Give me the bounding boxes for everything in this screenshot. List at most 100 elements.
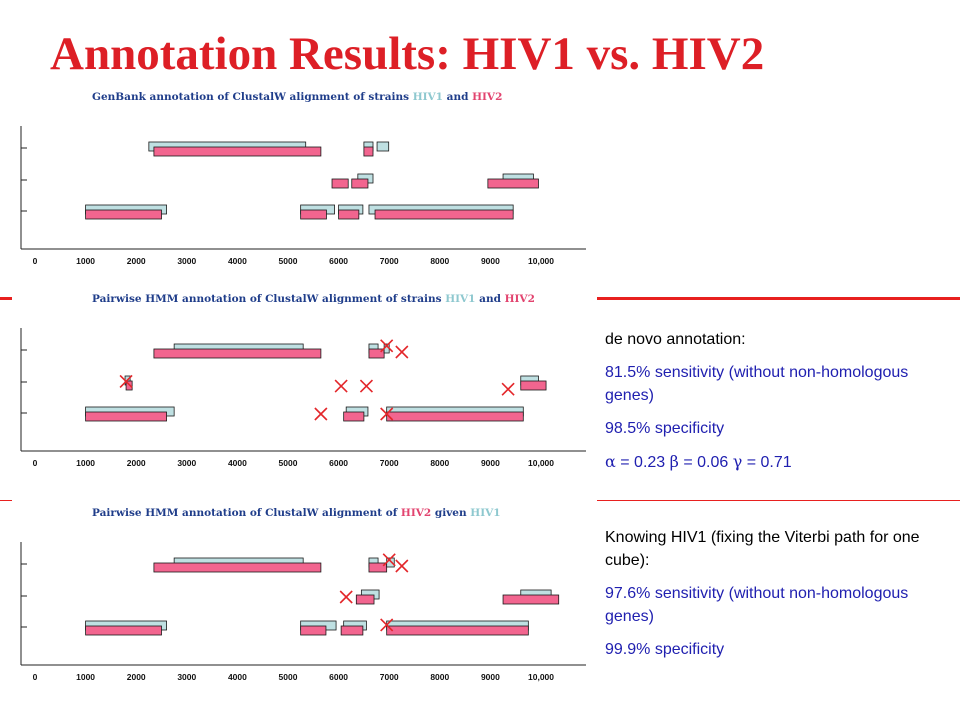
chart-title-part: and <box>476 293 505 305</box>
hiv2-gene-bar <box>351 178 369 189</box>
cross-stroke <box>501 382 515 396</box>
chart-panel-genbank: GenBank annotation of ClustalW alignment… <box>0 86 590 270</box>
beta-value: = 0.06 <box>678 454 733 471</box>
chart-title: GenBank annotation of ClustalW alignment… <box>92 91 502 103</box>
x-tick-label: 1000 <box>76 458 95 468</box>
x-tick-label: 6000 <box>329 256 348 266</box>
x-tick-label: 3000 <box>177 458 196 468</box>
x-tick-label: 4000 <box>228 672 247 682</box>
slide-title: Annotation Results: HIV1 vs. HIV2 <box>50 28 765 80</box>
error-cross-icon <box>380 339 394 353</box>
cross-stroke <box>359 379 373 393</box>
fixed-viterbi-specificity: 99.9% specificity <box>605 641 725 658</box>
x-tick-label: 8000 <box>430 672 449 682</box>
chart-title: Pairwise HMM annotation of ClustalW alig… <box>92 293 535 305</box>
gamma-value: = 0.71 <box>742 454 792 471</box>
hiv2-gene-bar <box>340 625 364 636</box>
error-cross-icon <box>334 379 348 393</box>
x-tick-label: 2000 <box>127 256 146 266</box>
chart-title-part: HIV2 <box>505 293 535 305</box>
cross-stroke <box>380 407 394 421</box>
x-tick-label: 5000 <box>279 458 298 468</box>
x-tick-label: 2000 <box>127 458 146 468</box>
cross-stroke <box>334 379 348 393</box>
chart-title-part: HIV2 <box>472 91 502 103</box>
hiv2-gene-bar <box>153 562 322 573</box>
x-tick-label: 10,000 <box>528 458 554 468</box>
x-tick-label: 3000 <box>177 672 196 682</box>
gamma-symbol: γ <box>732 452 743 471</box>
x-tick-label: 5000 <box>279 672 298 682</box>
chart-title-part: Pairwise HMM annotation of ClustalW alig… <box>92 507 401 519</box>
separator-middle-right <box>597 500 960 501</box>
cross-stroke <box>314 407 328 421</box>
error-cross-icon <box>339 590 353 604</box>
error-cross-icon <box>395 345 409 359</box>
x-tick-label: 6000 <box>329 672 348 682</box>
x-tick-label: 9000 <box>481 458 500 468</box>
hiv2-gene-bar <box>502 594 560 605</box>
chart-panel-hiv2-given-hiv1: Pairwise HMM annotation of ClustalW alig… <box>0 502 590 686</box>
hiv2-gene-bar <box>386 411 524 422</box>
x-tick-label: 4000 <box>228 458 247 468</box>
x-tick-label: 1000 <box>76 672 95 682</box>
fixed-viterbi-notes: Knowing HIV1 (fixing the Viterbi path fo… <box>605 526 950 671</box>
x-tick-label: 0 <box>33 458 38 468</box>
hiv2-gene-bar <box>368 562 388 573</box>
x-tick-label: 0 <box>33 256 38 266</box>
cross-stroke <box>382 553 396 567</box>
x-tick-label: 4000 <box>228 256 247 266</box>
error-cross-icon <box>395 559 409 573</box>
error-cross-icon <box>380 618 394 632</box>
hiv2-gene-bar <box>153 348 322 359</box>
hiv2-gene-bar <box>85 209 162 220</box>
x-tick-label: 10,000 <box>528 672 554 682</box>
cross-stroke <box>339 590 353 604</box>
x-tick-label: 2000 <box>127 672 146 682</box>
hiv2-gene-bar <box>343 411 365 422</box>
alpha-symbol: α <box>605 452 616 471</box>
separator-middle-left <box>0 500 12 501</box>
de-novo-sensitivity: 81.5% sensitivity (without non-homologou… <box>605 364 909 404</box>
separator-top-left <box>0 297 12 300</box>
beta-symbol: β <box>669 452 679 471</box>
chart-title-part: and <box>443 91 472 103</box>
cross-stroke <box>119 374 133 389</box>
alpha-value: = 0.23 <box>615 454 670 471</box>
x-tick-label: 10,000 <box>528 256 554 266</box>
x-tick-label: 3000 <box>177 256 196 266</box>
chart-title-part: GenBank annotation of ClustalW alignment… <box>92 91 413 103</box>
chart-title-part: HIV1 <box>413 91 443 103</box>
chart-title-part: Pairwise HMM annotation of ClustalW alig… <box>92 293 445 305</box>
x-tick-label: 7000 <box>380 672 399 682</box>
x-tick-label: 1000 <box>76 256 95 266</box>
separator-top-right <box>597 297 960 300</box>
cross-stroke <box>395 559 409 573</box>
hiv2-gene-bar <box>153 146 322 157</box>
de-novo-parameters: α = 0.23 β = 0.06 γ = 0.71 <box>605 450 950 474</box>
x-tick-label: 9000 <box>481 672 500 682</box>
error-cross-icon <box>380 407 394 421</box>
hiv1-gene-bar <box>376 141 390 152</box>
error-cross-icon <box>382 553 396 567</box>
hiv2-gene-bar <box>300 209 327 220</box>
chart-title: Pairwise HMM annotation of ClustalW alig… <box>92 507 501 519</box>
x-tick-label: 8000 <box>430 256 449 266</box>
chart-title-part: HIV1 <box>445 293 475 305</box>
hiv2-gene-bar <box>363 146 374 157</box>
hiv2-gene-bar <box>520 380 547 391</box>
hiv2-gene-bar <box>386 625 529 636</box>
chart-title-part: HIV2 <box>401 507 431 519</box>
chart-title-part: given <box>431 507 470 519</box>
x-tick-label: 6000 <box>329 458 348 468</box>
hiv2-gene-bar <box>368 348 385 359</box>
hiv2-gene-bar <box>85 625 162 636</box>
hiv2-gene-bar <box>487 178 539 189</box>
de-novo-heading: de novo annotation: <box>605 331 746 348</box>
x-tick-label: 9000 <box>481 256 500 266</box>
x-tick-label: 7000 <box>380 458 399 468</box>
x-tick-label: 5000 <box>279 256 298 266</box>
cross-stroke <box>380 339 394 353</box>
hiv2-gene-bar <box>331 178 349 189</box>
error-cross-icon <box>359 379 373 393</box>
